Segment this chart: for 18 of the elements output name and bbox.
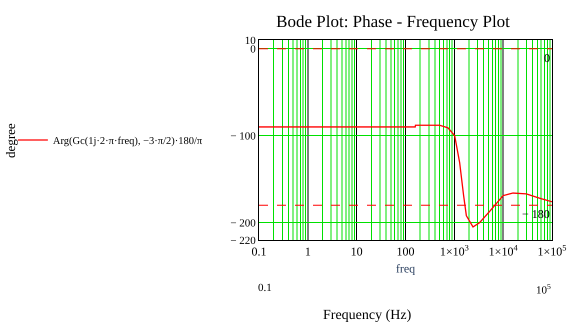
x-axis-title: freq bbox=[396, 261, 416, 276]
x-tick-label: 1×10$^{4}$ bbox=[488, 243, 518, 258]
y-tick-label: − 100 bbox=[230, 130, 256, 142]
text: 0.1 bbox=[258, 282, 272, 294]
text: Frequency (Hz) bbox=[323, 308, 412, 323]
y-tick-label: − 220 bbox=[230, 234, 256, 247]
x-tick-label: 1×10$^{5}$ bbox=[538, 243, 566, 258]
y-tick-label: 0 bbox=[250, 44, 256, 56]
x-tick-label: 1×10$^{3}$ bbox=[440, 243, 469, 258]
y-tick-label: − 200 bbox=[230, 217, 256, 230]
text: 10$^{5}$ bbox=[536, 282, 551, 297]
x-tick-label: 10 bbox=[350, 244, 363, 258]
x-tick-label: 100 bbox=[396, 244, 414, 258]
x-tick-label: 1 bbox=[304, 244, 311, 258]
legend-label: Arg(Gc(1j·2·π·freq), −3·π/2)·180/π bbox=[52, 136, 203, 148]
chart-title: Bode Plot: Phase - Frequency Plot bbox=[276, 12, 510, 31]
text: degree bbox=[2, 123, 18, 158]
x-tick-label: 0.1 bbox=[252, 244, 266, 258]
